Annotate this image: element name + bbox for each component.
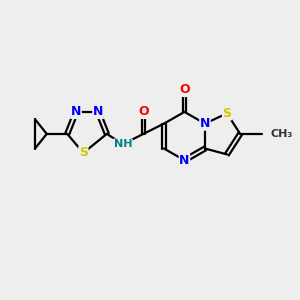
Text: N: N xyxy=(93,105,103,119)
Text: O: O xyxy=(179,83,190,96)
Text: N: N xyxy=(200,117,210,130)
Text: S: S xyxy=(79,146,88,159)
Text: NH: NH xyxy=(114,139,132,149)
Text: N: N xyxy=(71,105,81,119)
Text: CH₃: CH₃ xyxy=(270,129,292,139)
Text: S: S xyxy=(223,107,232,120)
Text: N: N xyxy=(179,154,190,167)
Text: O: O xyxy=(138,105,149,119)
